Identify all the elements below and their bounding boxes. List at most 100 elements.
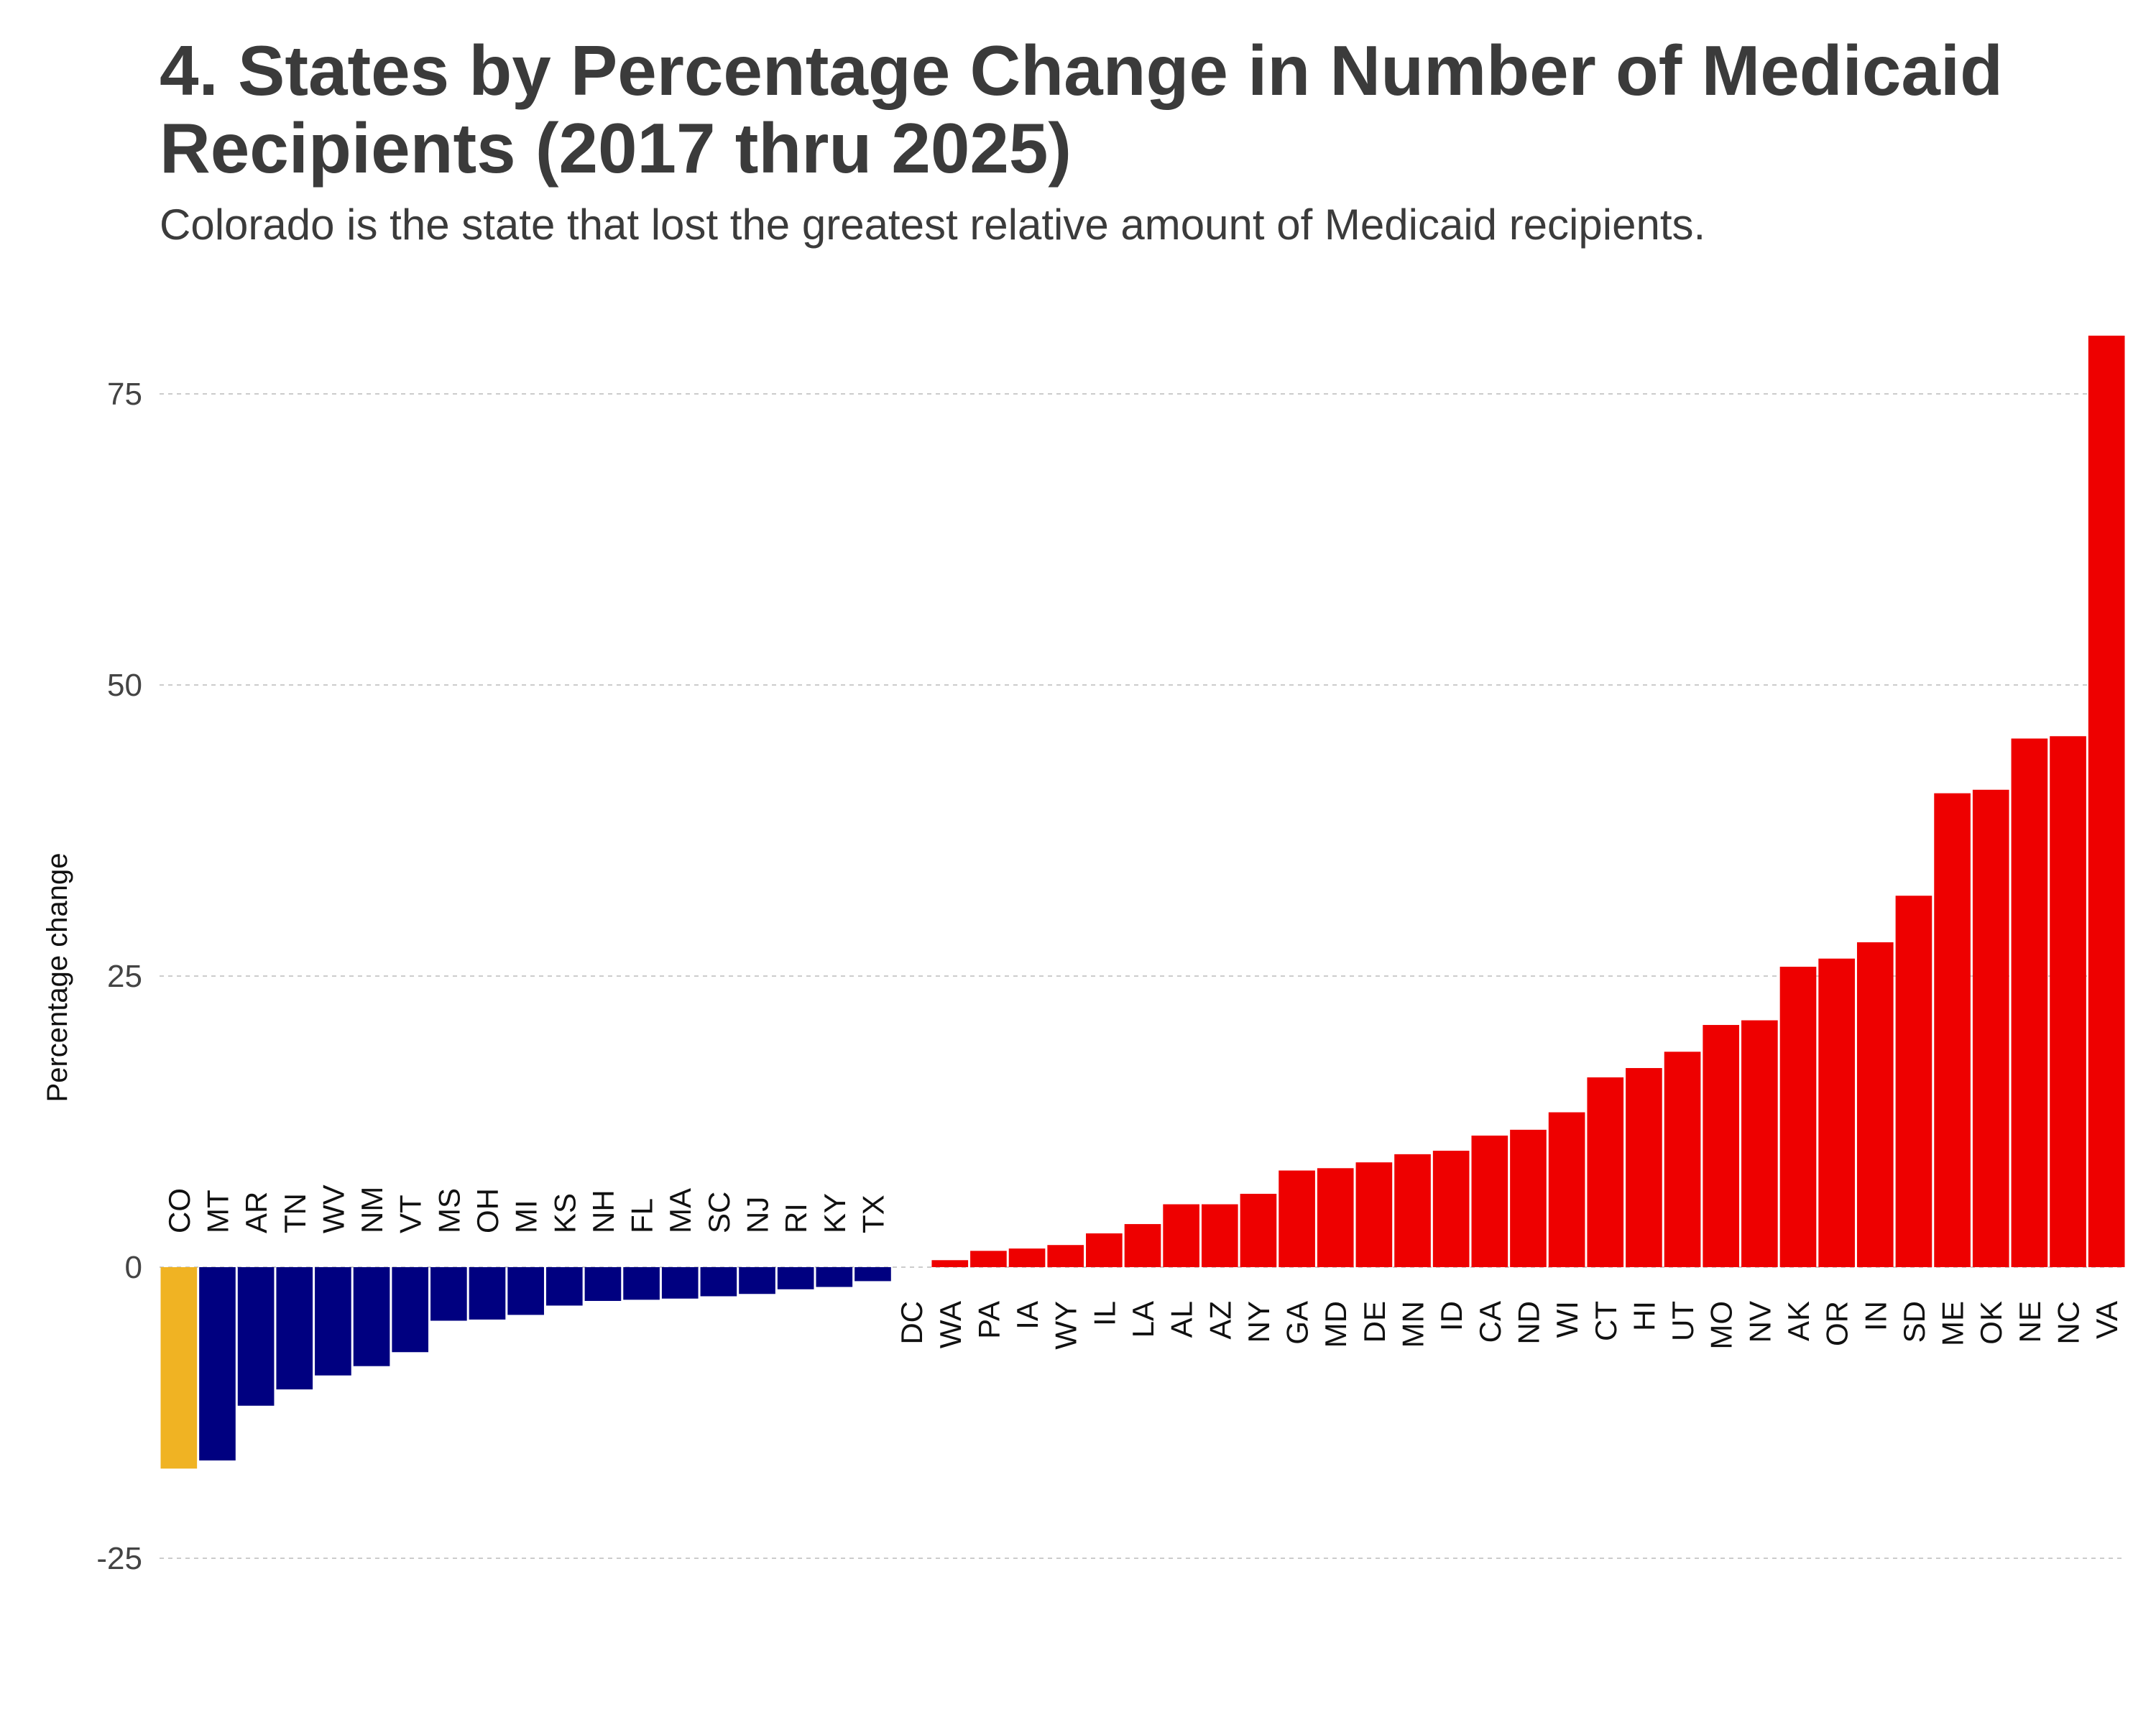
x-tick-label-nj: NJ [741,1197,775,1233]
bar-id [1432,1151,1470,1267]
x-tick-label-vt: VT [394,1195,428,1233]
bar-il [1086,1233,1123,1267]
bar-vt [392,1267,429,1353]
bar-ia [1008,1248,1046,1267]
x-tick-label-la: LA [1126,1301,1160,1338]
x-tick-label-nc: NC [2052,1301,2086,1345]
x-tick-label-va: VA [2090,1301,2124,1339]
bar-mi [507,1267,544,1315]
bar-nm [353,1267,390,1366]
bar-ga [1279,1170,1315,1267]
x-tick-label-mi: MI [510,1200,543,1233]
y-axis: -25 0 25 50 75 [96,377,142,1576]
x-tick-label-mo: MO [1705,1301,1738,1350]
bar-fl [623,1267,660,1300]
x-tick-label-wy: WY [1049,1301,1083,1350]
y-tick-label: -25 [96,1541,142,1576]
x-tick-label-ca: CA [1473,1301,1507,1343]
x-tick-label-in: IN [1858,1301,1892,1331]
x-tick-label-ar: AR [239,1192,273,1233]
x-tick-label-nv: NV [1743,1301,1777,1343]
x-tick-label-co: CO [162,1188,196,1233]
bar-wi [1548,1112,1585,1267]
bar-ma [661,1267,699,1299]
x-tick-label-ms: MS [432,1188,466,1233]
bar-md [1317,1168,1354,1267]
bar-hi [1626,1067,1662,1267]
bar-ky [816,1267,853,1287]
bar-ok [1972,789,2009,1267]
x-tick-label-me: ME [1936,1301,1970,1346]
bar-sd [1895,896,1932,1267]
bar-ms [430,1267,467,1321]
x-tick-label-wa: WA [934,1301,967,1348]
x-tick-label-ky: KY [818,1193,852,1233]
bar-pa [970,1251,1007,1267]
x-tick-label-wv: WV [316,1184,350,1233]
bar-ar [237,1267,275,1406]
bar-al [1163,1204,1199,1267]
x-tick-label-sd: SD [1897,1301,1931,1343]
bar-ct [1587,1077,1624,1267]
x-tick-label-wi: WI [1550,1301,1584,1338]
bar-ri [777,1267,814,1289]
bar-wa [931,1260,969,1267]
y-tick-label: 25 [107,959,142,994]
x-tick-label-mn: MN [1396,1301,1430,1348]
x-tick-label-ia: IA [1010,1301,1044,1330]
x-tick-label-nh: NH [586,1190,620,1233]
bars [160,336,2125,1469]
x-tick-label-al: AL [1165,1301,1199,1338]
bar-ca [1471,1135,1508,1267]
y-tick-label: 50 [107,668,142,703]
x-tick-label-oh: OH [471,1188,505,1233]
x-tick-label-dc: DC [895,1301,929,1345]
x-tick-label-nm: NM [355,1187,389,1233]
bar-ak [1779,967,1817,1267]
x-tick-label-ok: OK [1974,1301,2008,1345]
bar-tn [276,1267,313,1390]
bar-mt [199,1267,236,1460]
x-tick-label-md: MD [1319,1301,1353,1348]
bar-nc [2050,736,2086,1267]
bar-nd [1510,1129,1547,1267]
y-axis-title: Percentage change [42,853,73,1103]
bar-co [160,1267,198,1469]
x-tick-label-ne: NE [2013,1301,2047,1343]
bar-in [1856,942,1894,1267]
bar-sc [700,1267,737,1297]
x-tick-label-tn: TN [278,1193,312,1233]
chart-title: 4. States by Percentage Change in Number… [160,31,2003,188]
x-tick-label-ga: GA [1281,1301,1314,1345]
x-tick-label-fl: FL [625,1198,659,1233]
x-tick-label-sc: SC [702,1192,736,1233]
bar-mn [1394,1154,1431,1267]
y-tick-label: 75 [107,377,142,412]
bar-la [1124,1224,1161,1267]
x-tick-label-ak: AK [1782,1301,1815,1341]
chart-subtitle: Colorado is the state that lost the grea… [160,201,1706,249]
x-tick-label-pa: PA [972,1301,1005,1339]
bar-nh [584,1267,622,1301]
bar-nv [1741,1020,1778,1267]
bar-ks [545,1267,583,1306]
x-tick-label-ks: KS [548,1193,581,1233]
bar-mo [1703,1025,1740,1267]
x-tick-label-ct: CT [1589,1301,1623,1341]
bar-ut [1664,1052,1701,1267]
bar-de [1355,1162,1393,1267]
x-tick-label-mt: MT [201,1190,234,1233]
bar-or [1818,958,1855,1267]
x-tick-label-ut: UT [1666,1301,1700,1341]
x-tick-label-ri: RI [779,1203,813,1233]
x-tick-label-az: AZ [1203,1301,1237,1340]
bar-wy [1047,1245,1084,1267]
x-tick-label-tx: TX [856,1195,890,1233]
y-tick-label: 0 [125,1250,142,1285]
bar-az [1201,1204,1238,1267]
bar-oh [469,1267,506,1320]
x-tick-label-ma: MA [663,1188,697,1233]
x-tick-label-de: DE [1358,1301,1391,1343]
x-tick-label-nd: ND [1511,1301,1545,1345]
